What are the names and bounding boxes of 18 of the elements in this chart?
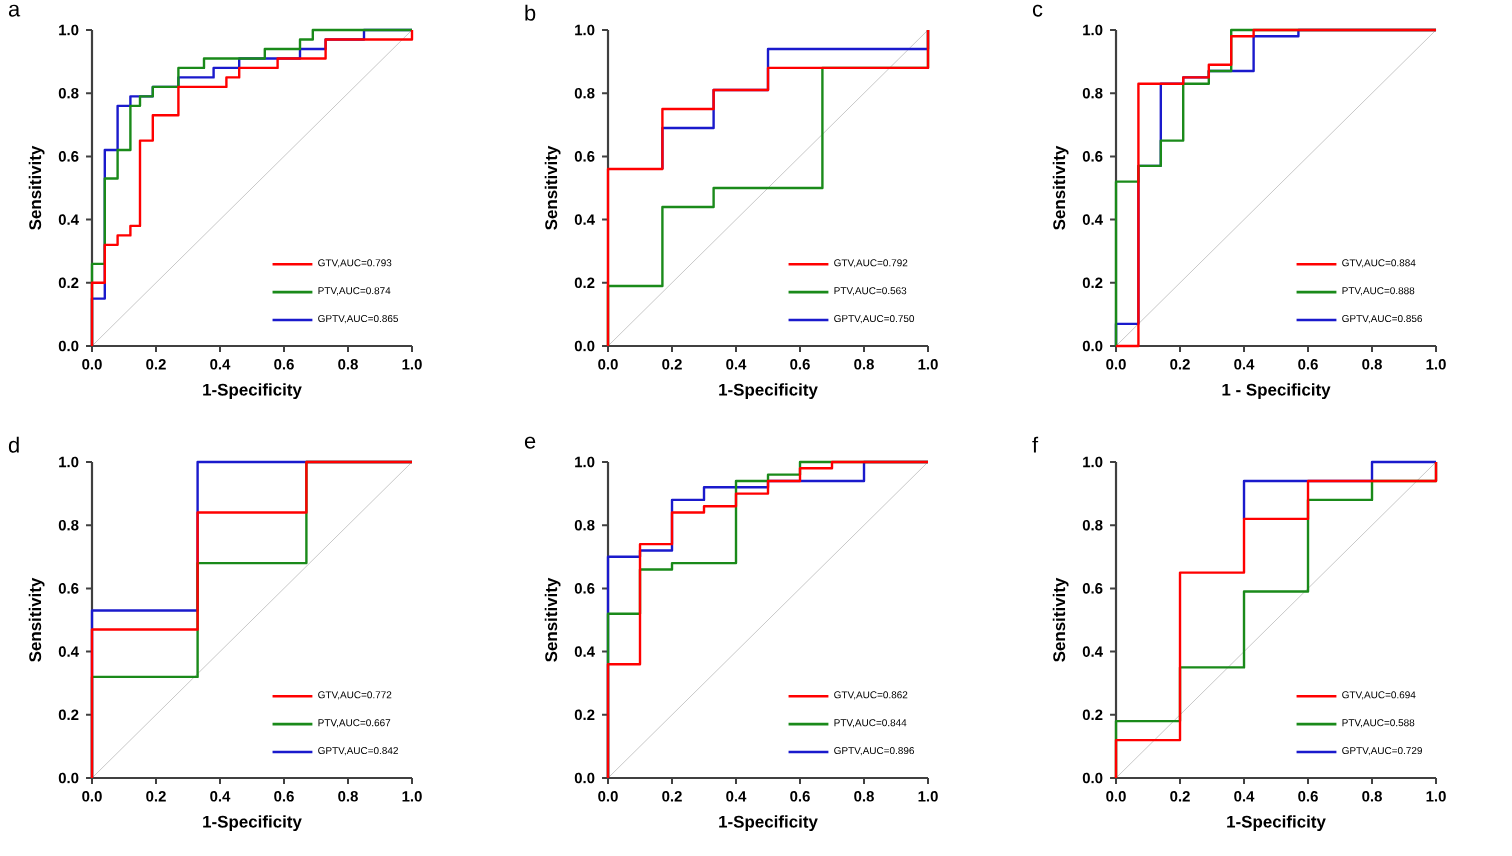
x-axis-title: 1-Specificity xyxy=(203,815,302,832)
x-axis-title: 1-Specificity xyxy=(719,383,818,400)
chart-title: f xyxy=(1032,436,1039,453)
chart-title: d xyxy=(8,436,19,453)
y-axis-title: Sensitivity xyxy=(28,145,45,230)
y-axis-title: Sensitivity xyxy=(544,145,561,230)
y-axis-title: Sensitivity xyxy=(544,577,561,662)
x-axis-title: 1-Specificity xyxy=(1227,815,1326,832)
y-axis-title: Sensitivity xyxy=(28,577,45,662)
x-axis-title: 1-Specificity xyxy=(719,815,818,832)
y-axis-title: Sensitivity xyxy=(1052,577,1069,662)
chart-title: b xyxy=(525,4,536,21)
y-axis-title: Sensitivity xyxy=(1052,145,1069,230)
chart-title: e xyxy=(524,436,536,449)
chart-title: c xyxy=(1032,4,1043,17)
chart-title: a xyxy=(8,4,21,17)
x-axis-title: 1-Specificity xyxy=(203,383,302,400)
x-axis-title: 1 - Specificity xyxy=(1222,383,1331,400)
